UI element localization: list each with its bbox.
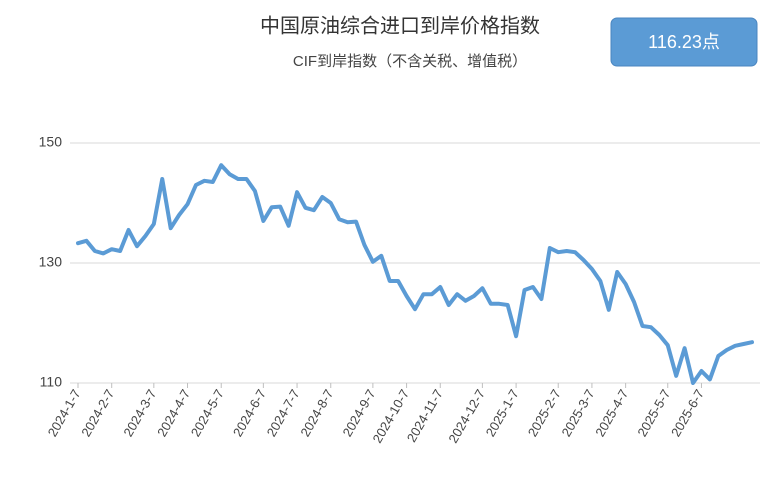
x-tick-label: 2024-8-7	[297, 387, 336, 440]
x-tick-label: 2025-4-7	[592, 387, 631, 440]
y-tick-label: 150	[39, 134, 63, 150]
value-badge	[610, 17, 758, 67]
badge-text: 116.23点	[648, 32, 720, 52]
x-tick-label: 2024-12-7	[445, 387, 488, 446]
x-tick-label: 2024-2-7	[78, 387, 117, 440]
x-tick-label: 2024-5-7	[188, 387, 227, 440]
y-tick-label: 110	[40, 374, 63, 390]
x-tick-label: 2025-1-7	[483, 387, 522, 440]
y-tick-label: 130	[39, 254, 63, 270]
chart-title: 中国原油综合进口到岸价格指数	[260, 14, 540, 37]
x-tick-label: 2025-6-7	[668, 387, 707, 440]
line-series	[76, 163, 754, 385]
chart-subtitle: CIF到岸指数（不含关税、增值税）	[293, 53, 527, 70]
